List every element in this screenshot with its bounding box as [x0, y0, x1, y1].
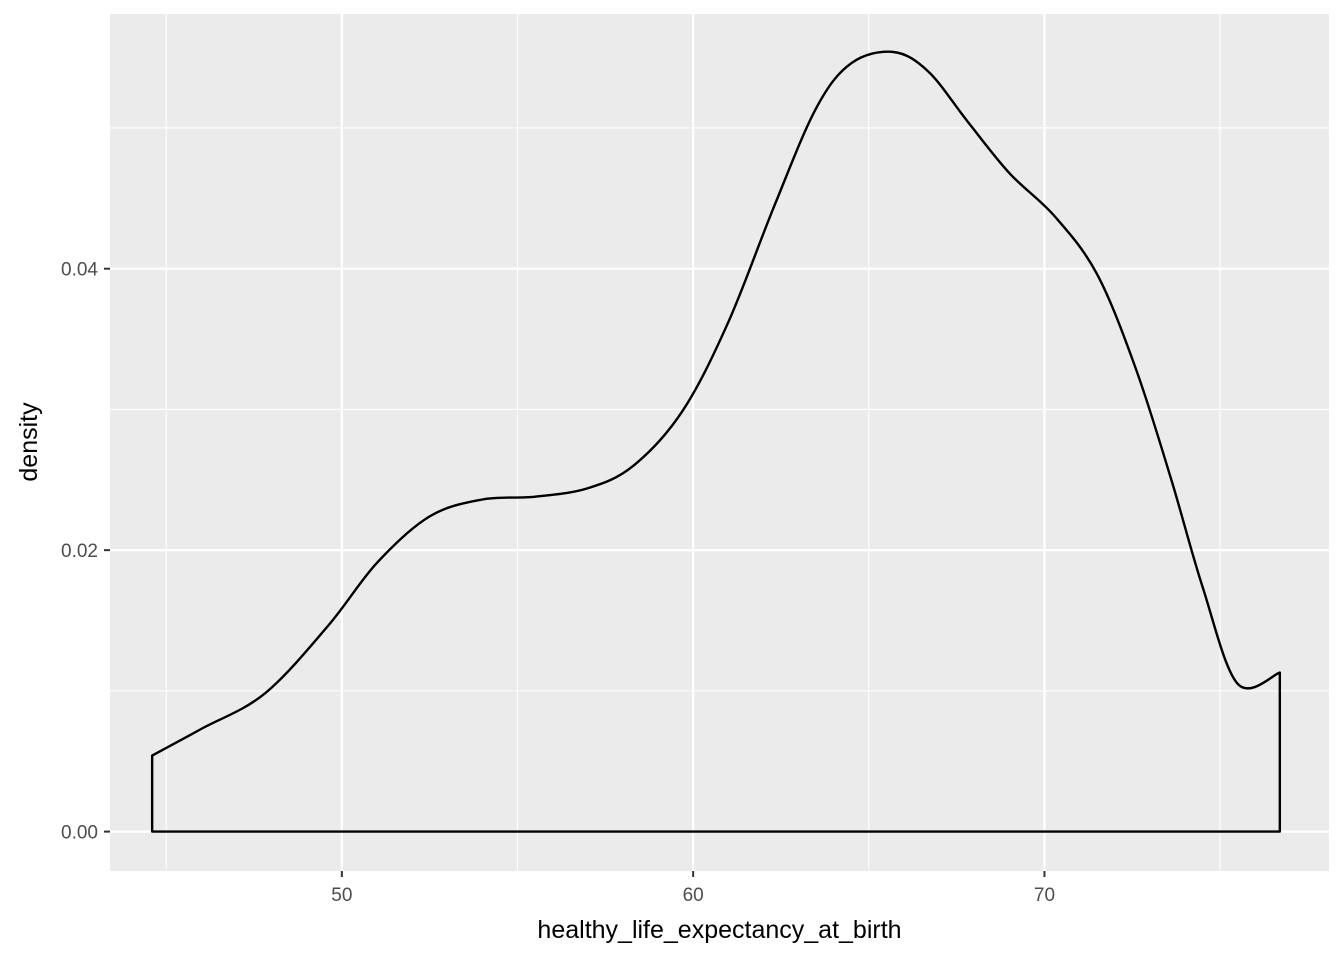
- y-tick-label: 0.04: [61, 260, 98, 281]
- plot-panel: [110, 14, 1329, 871]
- y-tick-label: 0.00: [61, 823, 98, 844]
- minor-gridlines: [110, 14, 1329, 871]
- y-tick-label: 0.02: [61, 541, 98, 562]
- y-axis: 0.00 0.02 0.04: [61, 260, 110, 844]
- x-axis-title: healthy_life_expectancy_at_birth: [537, 916, 901, 944]
- x-tick-label: 60: [683, 885, 704, 906]
- x-tick-label: 70: [1034, 885, 1055, 906]
- x-tick-label: 50: [331, 885, 352, 906]
- density-outline: [150, 50, 1282, 833]
- y-axis-title: density: [15, 402, 43, 482]
- x-axis: 50 60 70: [331, 871, 1055, 906]
